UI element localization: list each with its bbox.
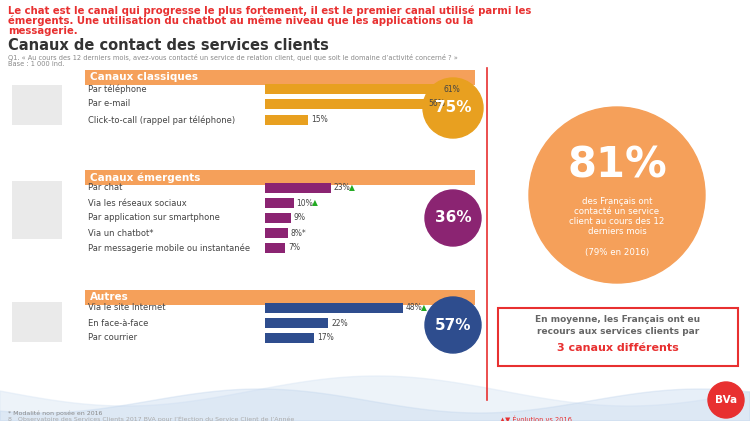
- Text: derniers mois: derniers mois: [588, 226, 646, 235]
- FancyBboxPatch shape: [265, 183, 331, 193]
- Text: (79% en 2016): (79% en 2016): [585, 248, 649, 258]
- Text: Par courrier: Par courrier: [88, 333, 137, 343]
- Text: recours aux services clients par: recours aux services clients par: [537, 328, 699, 336]
- Text: Par application sur smartphone: Par application sur smartphone: [88, 213, 220, 223]
- FancyBboxPatch shape: [265, 243, 285, 253]
- Text: En moyenne, les Français ont eu: En moyenne, les Français ont eu: [536, 315, 700, 325]
- Circle shape: [708, 382, 744, 418]
- Text: 56%: 56%: [429, 99, 445, 109]
- FancyBboxPatch shape: [85, 70, 475, 85]
- Text: 23%: 23%: [334, 184, 351, 192]
- Text: Canaux de contact des services clients: Canaux de contact des services clients: [8, 38, 328, 53]
- Text: Par téléphone: Par téléphone: [88, 84, 147, 94]
- Text: messagerie.: messagerie.: [8, 26, 78, 36]
- Text: contacté un service: contacté un service: [574, 206, 659, 216]
- Text: 10%: 10%: [297, 198, 314, 208]
- FancyBboxPatch shape: [265, 228, 288, 238]
- FancyBboxPatch shape: [265, 115, 308, 125]
- Text: Via le site Internet: Via le site Internet: [88, 304, 166, 312]
- Text: Par messagerie mobile ou instantanée: Par messagerie mobile ou instantanée: [88, 243, 250, 253]
- Text: 7%: 7%: [288, 243, 300, 253]
- Text: Click-to-call (rappel par téléphone): Click-to-call (rappel par téléphone): [88, 115, 236, 125]
- Text: émergents. Une utilisation du chatbot au même niveau que les applications ou la: émergents. Une utilisation du chatbot au…: [8, 16, 473, 27]
- FancyBboxPatch shape: [265, 333, 314, 343]
- Text: des Français ont: des Français ont: [582, 197, 652, 205]
- FancyBboxPatch shape: [85, 170, 475, 185]
- FancyBboxPatch shape: [265, 213, 291, 223]
- Text: 48%: 48%: [406, 304, 422, 312]
- Text: 75%: 75%: [435, 101, 471, 115]
- Text: Base : 1 000 ind.: Base : 1 000 ind.: [8, 61, 64, 67]
- Text: Canaux classiques: Canaux classiques: [90, 72, 198, 83]
- Text: 15%: 15%: [311, 115, 328, 125]
- Text: 8   Observatoire des Services Clients 2017 BVA pour l’Élection du Service Client: 8 Observatoire des Services Clients 2017…: [8, 416, 294, 421]
- Text: Q1. « Au cours des 12 derniers mois, avez-vous contacté un service de relation c: Q1. « Au cours des 12 derniers mois, ave…: [8, 54, 458, 61]
- Text: 36%: 36%: [435, 210, 471, 226]
- Circle shape: [529, 107, 705, 283]
- Circle shape: [423, 78, 483, 138]
- Text: Par chat: Par chat: [88, 184, 122, 192]
- Text: Le chat est le canal qui progresse le plus fortement, il est le premier canal ut: Le chat est le canal qui progresse le pl…: [8, 6, 531, 16]
- FancyBboxPatch shape: [12, 181, 62, 239]
- FancyBboxPatch shape: [265, 99, 426, 109]
- Circle shape: [425, 190, 481, 246]
- FancyBboxPatch shape: [12, 85, 62, 125]
- Text: ▲: ▲: [312, 198, 317, 208]
- Text: ▲: ▲: [349, 184, 355, 192]
- Text: 8%*: 8%*: [291, 229, 307, 237]
- Text: ▲: ▲: [421, 304, 427, 312]
- FancyBboxPatch shape: [265, 84, 440, 94]
- Text: 61%: 61%: [443, 85, 460, 93]
- Text: ▲▼ Évolution vs 2016: ▲▼ Évolution vs 2016: [500, 416, 572, 421]
- FancyBboxPatch shape: [498, 308, 738, 366]
- FancyBboxPatch shape: [265, 198, 294, 208]
- Text: BVa: BVa: [715, 395, 737, 405]
- Text: Via un chatbot*: Via un chatbot*: [88, 229, 154, 237]
- Text: Via les réseaux sociaux: Via les réseaux sociaux: [88, 198, 187, 208]
- Circle shape: [425, 297, 481, 353]
- Text: 22%: 22%: [331, 319, 348, 328]
- Text: 3 canaux différents: 3 canaux différents: [557, 343, 679, 353]
- Text: 9%: 9%: [294, 213, 306, 223]
- FancyBboxPatch shape: [85, 290, 475, 305]
- Text: En face-à-face: En face-à-face: [88, 319, 148, 328]
- Text: 81%: 81%: [567, 144, 667, 186]
- FancyBboxPatch shape: [265, 303, 403, 313]
- Text: * Modalité non posée en 2016: * Modalité non posée en 2016: [8, 410, 102, 416]
- Text: Canaux émergents: Canaux émergents: [90, 172, 200, 183]
- Text: Autres: Autres: [90, 293, 129, 303]
- FancyBboxPatch shape: [12, 302, 62, 342]
- Text: client au cours des 12: client au cours des 12: [569, 216, 664, 226]
- Text: 57%: 57%: [435, 317, 471, 333]
- FancyBboxPatch shape: [265, 318, 328, 328]
- Text: Par e-mail: Par e-mail: [88, 99, 130, 109]
- Text: 17%: 17%: [316, 333, 334, 343]
